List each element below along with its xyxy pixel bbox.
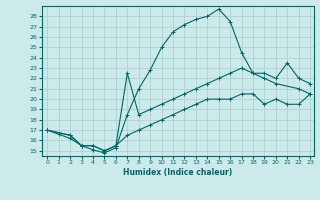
- X-axis label: Humidex (Indice chaleur): Humidex (Indice chaleur): [123, 168, 232, 177]
